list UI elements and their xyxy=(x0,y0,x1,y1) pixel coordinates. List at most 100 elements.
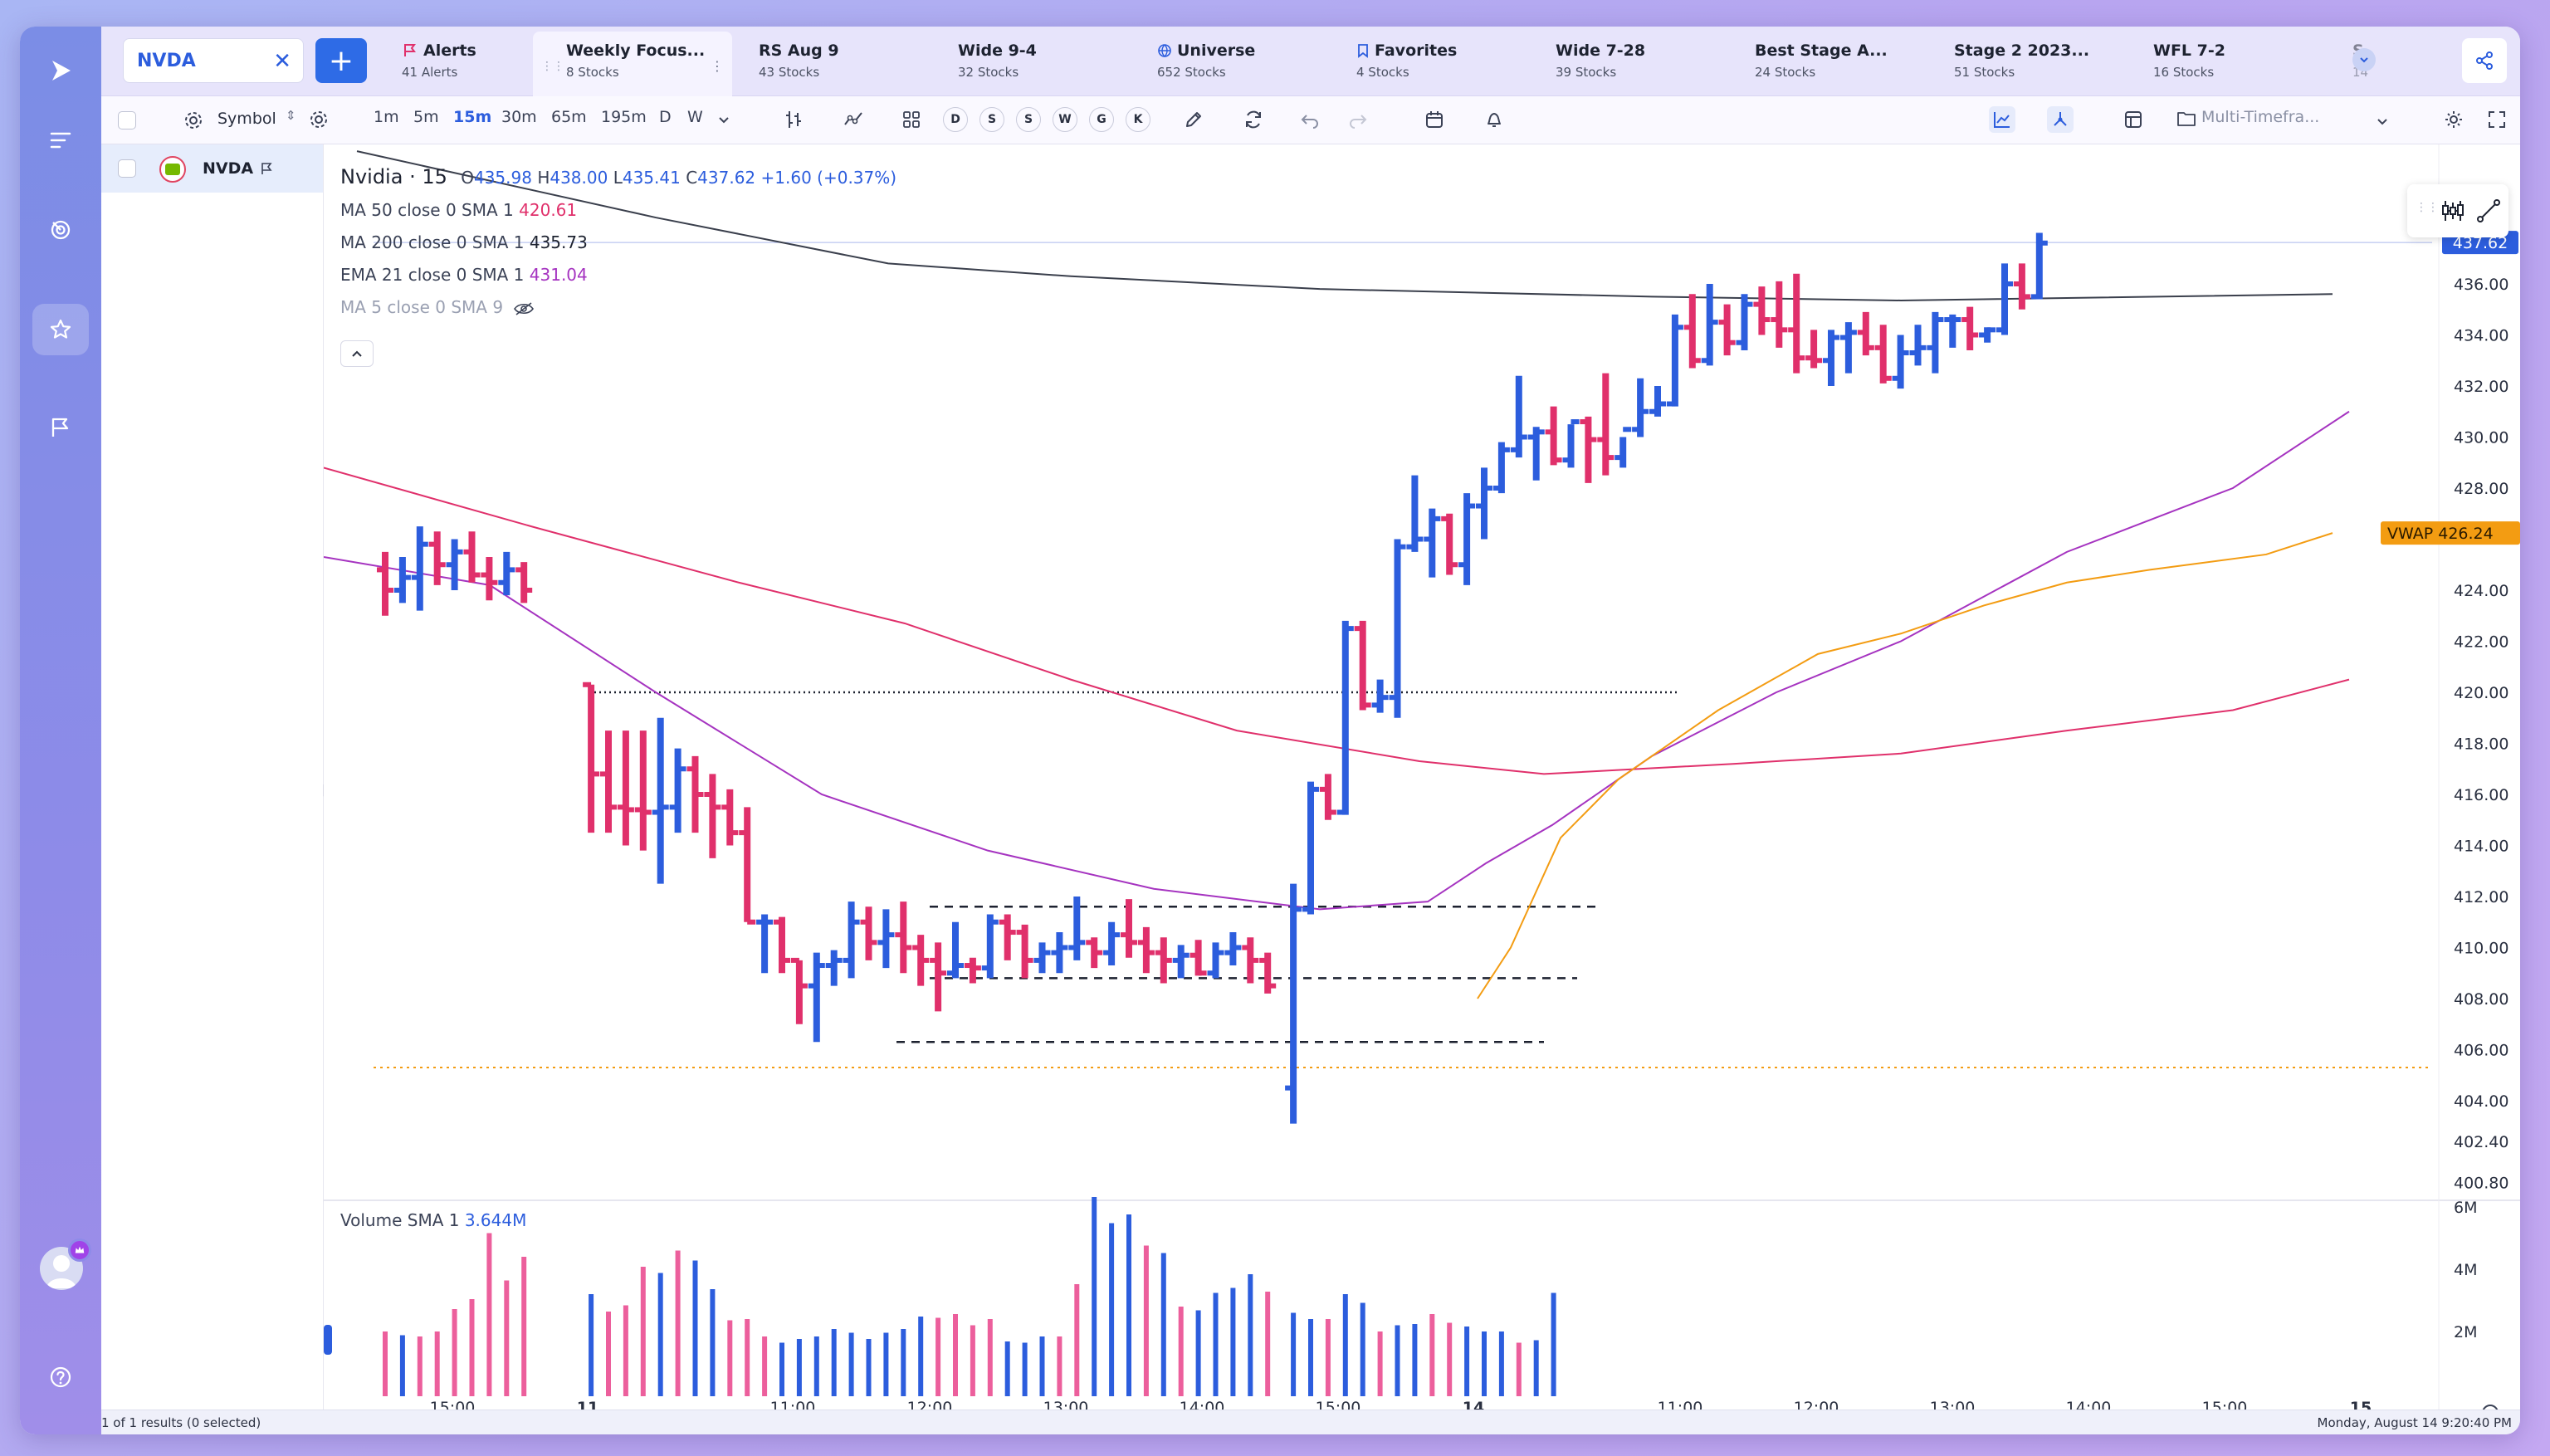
timeframe-195m[interactable]: 195m xyxy=(601,108,647,126)
help-icon[interactable] xyxy=(32,1351,89,1403)
volume-bar xyxy=(1395,1325,1400,1396)
tab-weekly-focus[interactable]: Weekly Focus... 8 Stocks ⋮⋮ ⋮ xyxy=(533,32,732,96)
calendar-icon[interactable] xyxy=(1421,106,1448,133)
tab-wide-9-4[interactable]: Wide 9-4 32 Stocks xyxy=(948,38,1047,85)
chevron-down-icon[interactable] xyxy=(2376,115,2389,128)
panel-layout-icon[interactable] xyxy=(2120,106,2147,133)
price-tick-label: 400.80 xyxy=(2454,1174,2508,1192)
user-icon[interactable] xyxy=(40,1239,91,1290)
symbol-search-input[interactable]: NVDA ✕ xyxy=(123,38,304,83)
ma200-label[interactable]: MA 200 close 0 SMA 1 xyxy=(340,232,525,252)
settings-gear-icon[interactable] xyxy=(2440,106,2467,133)
volume-bar xyxy=(1160,1253,1166,1396)
gear-icon[interactable] xyxy=(309,110,329,129)
period-g-button[interactable]: G xyxy=(1089,107,1114,132)
line-chart-icon[interactable] xyxy=(1989,106,2015,133)
volume-bar xyxy=(1498,1331,1504,1396)
tab-stage-2[interactable]: Stage 2 2023... 51 Stocks xyxy=(1944,38,2099,85)
list-icon[interactable] xyxy=(32,115,89,166)
tab-subtitle: 8 Stocks xyxy=(566,65,619,80)
chevron-down-icon[interactable] xyxy=(2352,48,2376,71)
watchlist-row[interactable]: NVDA xyxy=(101,144,323,193)
tab-best-stage[interactable]: Best Stage A... 24 Stocks xyxy=(1745,38,1898,85)
period-k-button[interactable]: K xyxy=(1126,107,1150,132)
price-chart[interactable]: 436.00 434.00 432.00 430.00 428.00 424.00 422.… xyxy=(324,144,2520,1410)
close-icon[interactable]: ✕ xyxy=(273,49,291,74)
settings-icon[interactable] xyxy=(183,110,204,131)
drag-handle-icon[interactable]: ⋮⋮ xyxy=(2416,201,2439,214)
period-d-button[interactable]: D xyxy=(943,107,968,132)
volume-bar xyxy=(1074,1284,1080,1396)
timeframe-w[interactable]: W xyxy=(687,108,703,126)
price-tick-label: 418.00 xyxy=(2454,735,2508,754)
drag-handle-icon[interactable]: ⋮⋮ xyxy=(541,60,564,73)
flag-icon[interactable] xyxy=(32,402,89,453)
volume-bar xyxy=(1126,1214,1131,1396)
share-button[interactable] xyxy=(2462,38,2507,83)
symbol-column-header[interactable]: Symbol xyxy=(217,110,276,128)
price-tick-label: 424.00 xyxy=(2454,582,2508,600)
period-w-button[interactable]: W xyxy=(1053,107,1077,132)
ma50-label[interactable]: MA 50 close 0 SMA 1 xyxy=(340,200,514,220)
timeframe-1m[interactable]: 1m xyxy=(374,108,399,126)
volume-bar xyxy=(434,1331,440,1396)
tab-universe[interactable]: Universe 652 Stocks xyxy=(1147,38,1265,85)
indicators-icon[interactable] xyxy=(840,106,867,133)
period-s2-button[interactable]: S xyxy=(1016,107,1041,132)
volume-bar xyxy=(1308,1319,1313,1396)
volume-bar xyxy=(935,1317,941,1396)
chevron-down-icon[interactable] xyxy=(717,113,730,126)
volume-bar xyxy=(1551,1292,1556,1396)
redo-icon[interactable] xyxy=(1345,106,1371,133)
sort-icon[interactable]: ⇕ xyxy=(286,108,296,123)
refresh-icon[interactable] xyxy=(1240,106,1267,133)
chart-area[interactable]: 436.00 434.00 432.00 430.00 428.00 424.00 422.… xyxy=(324,144,2520,1410)
layout-grid-icon[interactable] xyxy=(898,106,925,133)
timeframe-30m[interactable]: 30m xyxy=(501,108,537,126)
row-checkbox[interactable] xyxy=(118,159,136,178)
volume-bar xyxy=(675,1250,681,1396)
timeframe-d[interactable]: D xyxy=(659,108,672,126)
volume-bar xyxy=(866,1339,872,1396)
compare-icon[interactable] xyxy=(2047,106,2074,133)
collapse-legend-button[interactable] xyxy=(340,340,374,367)
tab-favorites[interactable]: Favorites 4 Stocks xyxy=(1346,38,1467,85)
price-tick-label: 432.00 xyxy=(2454,378,2508,396)
eye-hidden-icon[interactable] xyxy=(513,301,535,316)
trendline-tool-icon[interactable] xyxy=(2475,198,2502,224)
tab-alerts[interactable]: Alerts 41 Alerts xyxy=(392,38,486,85)
price-tick-label: 422.00 xyxy=(2454,633,2508,652)
low-label: L xyxy=(613,168,623,188)
select-all-checkbox[interactable] xyxy=(118,111,136,129)
timeframe-15m[interactable]: 15m xyxy=(453,108,492,126)
time-tick-label: 15:00 xyxy=(2202,1399,2248,1410)
bar-style-icon[interactable] xyxy=(780,106,807,133)
tab-title: RS Aug 9 xyxy=(759,42,839,60)
volume-bar xyxy=(504,1280,510,1396)
volume-bar xyxy=(831,1329,837,1396)
price-tick-label: 428.00 xyxy=(2454,480,2508,498)
more-icon[interactable]: ⋮ xyxy=(711,58,724,74)
layout-select[interactable]: Multi-Timefra... xyxy=(2201,108,2320,126)
price-tick-label: 406.00 xyxy=(2454,1042,2508,1060)
volume-bar xyxy=(796,1339,802,1396)
pencil-icon[interactable] xyxy=(1180,106,1207,133)
period-s-button[interactable]: S xyxy=(979,107,1004,132)
bell-icon[interactable] xyxy=(1481,106,1507,133)
add-tab-button[interactable]: + xyxy=(315,38,367,83)
ma5-label[interactable]: MA 5 close 0 SMA 9 xyxy=(340,297,504,317)
fullscreen-icon[interactable] xyxy=(2484,106,2510,133)
timeframe-5m[interactable]: 5m xyxy=(413,108,439,126)
logo-icon[interactable] xyxy=(32,45,89,96)
timeframe-65m[interactable]: 65m xyxy=(551,108,587,126)
time-tick-label: 13:00 xyxy=(1930,1399,1976,1410)
tab-wide-7-28[interactable]: Wide 7-28 39 Stocks xyxy=(1546,38,1655,85)
tab-rs-aug-9[interactable]: RS Aug 9 43 Stocks xyxy=(749,38,849,85)
star-icon[interactable] xyxy=(32,304,89,355)
undo-icon[interactable] xyxy=(1297,106,1323,133)
ema21-label[interactable]: EMA 21 close 0 SMA 1 xyxy=(340,265,525,285)
tab-wfl-7-2[interactable]: WFL 7-2 16 Stocks xyxy=(2143,38,2235,85)
radar-icon[interactable] xyxy=(32,204,89,256)
candle-tool-icon[interactable] xyxy=(2439,198,2467,224)
flag-icon[interactable] xyxy=(259,161,274,176)
